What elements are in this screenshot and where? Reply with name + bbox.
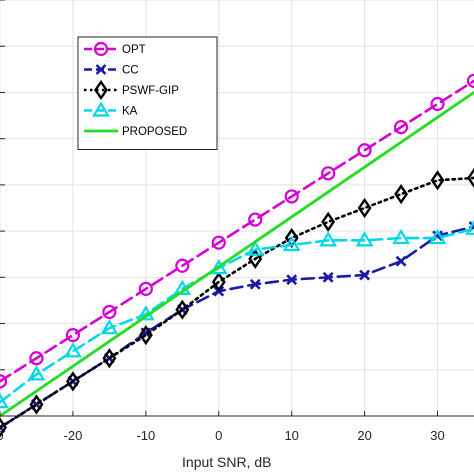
data-point <box>0 392 9 409</box>
data-point <box>27 365 46 381</box>
data-point <box>246 240 265 256</box>
data-point <box>467 167 474 189</box>
data-point <box>430 96 445 112</box>
data-point <box>92 101 110 117</box>
data-point <box>321 211 336 232</box>
data-point <box>0 374 8 389</box>
data-point <box>248 212 263 227</box>
data-point <box>359 269 371 281</box>
data-point <box>175 258 190 273</box>
legend-item: PSWF-GIP <box>84 79 179 101</box>
plot-area <box>0 0 474 416</box>
data-point <box>465 219 474 235</box>
data-point <box>394 184 409 205</box>
legend-item: CC <box>84 64 139 77</box>
data-point <box>93 41 109 57</box>
data-point <box>466 73 474 88</box>
data-point <box>430 170 445 191</box>
data-point <box>357 143 372 158</box>
data-point <box>392 228 410 245</box>
legend: OPT CC PSWF-GIP KA PROPOSED <box>77 36 218 150</box>
data-point <box>65 371 80 392</box>
tick-labels: 0 -20 -10 0 10 20 30 <box>0 428 445 443</box>
axes <box>0 0 474 417</box>
data-point <box>428 228 447 245</box>
data-point <box>102 348 117 369</box>
data-point <box>175 299 190 320</box>
data-point <box>286 274 298 286</box>
legend-label: PSWF-GIP <box>122 85 179 97</box>
series-proposed <box>0 91 474 418</box>
series-line <box>0 227 474 404</box>
data-point <box>94 79 108 101</box>
series-line <box>0 91 474 418</box>
data-point <box>248 248 263 269</box>
data-point <box>357 197 372 219</box>
series-opt <box>0 73 474 389</box>
data-point <box>395 255 407 267</box>
series-line <box>0 176 474 429</box>
legend-label: PROPOSED <box>122 126 187 138</box>
data-point <box>321 166 336 181</box>
series-layer <box>0 73 474 438</box>
series-pswf-gip <box>0 167 474 438</box>
data-point <box>64 342 82 358</box>
x-tick-label: -20 <box>64 428 83 443</box>
data-point <box>211 235 226 250</box>
data-point <box>100 318 119 335</box>
data-point <box>355 231 374 247</box>
x-tick-label: 10 <box>284 428 298 443</box>
data-point <box>211 271 226 293</box>
x-axis-title: Input SNR, dB <box>182 454 272 470</box>
legend-label: KA <box>122 106 138 118</box>
legend-item: KA <box>84 101 138 118</box>
data-point <box>322 271 334 283</box>
series-ka <box>0 219 474 409</box>
x-tick-label: 0 <box>215 428 222 443</box>
legend-item: PROPOSED <box>84 126 187 138</box>
data-point <box>95 64 107 75</box>
data-point <box>29 351 44 366</box>
data-point <box>319 231 338 247</box>
legend-item: OPT <box>84 41 146 57</box>
series-line <box>0 79 474 383</box>
data-point <box>209 258 228 275</box>
x-tick-label: 30 <box>430 428 444 443</box>
data-point <box>102 304 117 320</box>
data-point <box>393 120 409 135</box>
data-point <box>138 281 153 296</box>
data-point <box>65 328 81 343</box>
data-point <box>0 417 7 438</box>
grid <box>0 0 474 417</box>
legend-label: OPT <box>122 44 146 56</box>
x-tick-label: 20 <box>357 428 371 443</box>
data-point <box>284 189 299 204</box>
data-point <box>282 235 301 252</box>
legend-label: CC <box>122 65 139 77</box>
data-point <box>138 324 153 346</box>
x-tick-label-partial: 0 <box>0 428 4 443</box>
data-point <box>249 278 261 290</box>
data-point <box>29 394 44 415</box>
x-tick-label: -10 <box>136 428 155 443</box>
